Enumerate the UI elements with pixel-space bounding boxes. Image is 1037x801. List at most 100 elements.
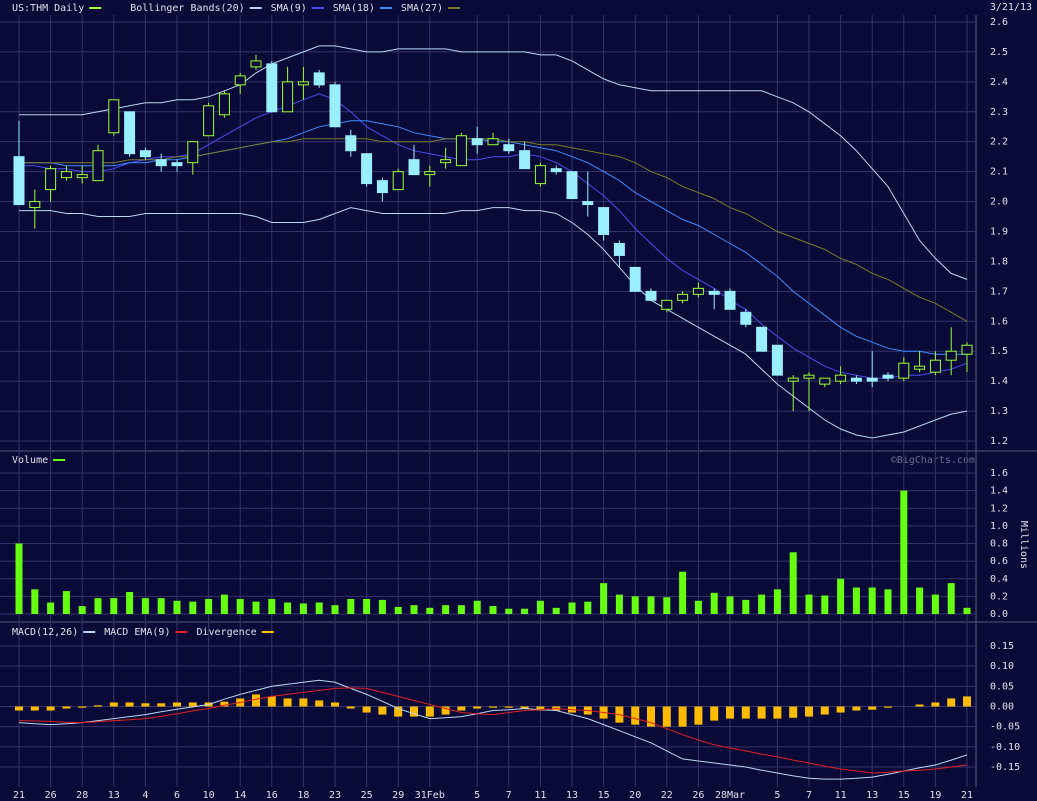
candle-body bbox=[819, 377, 831, 385]
x-tick-label: 29 bbox=[392, 790, 404, 801]
divergence-bar bbox=[520, 706, 529, 709]
divergence-bar bbox=[394, 706, 403, 717]
volume-bar bbox=[568, 602, 576, 614]
x-tick-label: 7 bbox=[506, 790, 512, 801]
volume-bar bbox=[15, 543, 23, 614]
candle-body bbox=[645, 290, 657, 301]
divergence-bar bbox=[820, 706, 829, 715]
candle-body bbox=[282, 81, 294, 113]
divergence-bar bbox=[789, 706, 798, 718]
divergence-bar bbox=[662, 706, 671, 727]
x-tick-label: 5 bbox=[474, 790, 480, 801]
x-tick-label: 23 bbox=[329, 790, 341, 801]
divergence-bar bbox=[188, 702, 197, 707]
date-label: 3/21/13 bbox=[990, 2, 1032, 13]
candle-body bbox=[835, 374, 847, 382]
divergence-bar bbox=[773, 706, 782, 719]
divergence-bar bbox=[141, 703, 150, 707]
volume-bar bbox=[315, 602, 323, 614]
y-tick-label: 1.2 bbox=[990, 503, 1008, 514]
volume-bar bbox=[963, 607, 971, 614]
divergence-bar bbox=[173, 702, 181, 707]
y-tick-label: 1.4 bbox=[990, 486, 1008, 497]
candle-body bbox=[471, 138, 483, 146]
candle-body bbox=[519, 150, 531, 170]
x-tick-label: 11 bbox=[835, 790, 847, 801]
candle-body bbox=[455, 135, 467, 167]
x-tick-label: 10 bbox=[203, 790, 215, 801]
volume-bar bbox=[268, 599, 276, 614]
candle-body bbox=[487, 138, 499, 146]
candle-body bbox=[787, 377, 799, 382]
x-tick-label: 13 bbox=[108, 790, 120, 801]
volume-bar bbox=[679, 571, 687, 614]
y-tick-label: 0.8 bbox=[990, 539, 1008, 550]
candle-body bbox=[250, 60, 262, 68]
volume-bar bbox=[189, 601, 197, 614]
divergence-bar bbox=[741, 706, 750, 719]
x-tick-label: 13 bbox=[566, 790, 578, 801]
volume-bar bbox=[442, 605, 450, 614]
volume-bar bbox=[505, 608, 513, 614]
volume-bar bbox=[552, 607, 560, 614]
legend-label: SMA(18) bbox=[333, 3, 375, 14]
volume-bar bbox=[615, 594, 623, 614]
candle-body bbox=[582, 201, 594, 206]
volume-bar bbox=[141, 598, 149, 614]
divergence-bar bbox=[410, 706, 418, 717]
candle-body bbox=[692, 287, 704, 295]
volume-bar bbox=[773, 589, 781, 614]
x-tick-label: 21 bbox=[13, 790, 25, 801]
divergence-bar bbox=[631, 706, 640, 725]
x-tick-label: 22 bbox=[661, 790, 673, 801]
divergence-bar bbox=[915, 704, 924, 707]
candle-body bbox=[661, 299, 673, 310]
candle-body bbox=[550, 168, 562, 173]
volume-bar bbox=[631, 596, 639, 614]
volume-bar bbox=[758, 594, 766, 614]
volume-bar bbox=[710, 592, 718, 614]
x-tick-label: 13 bbox=[866, 790, 878, 801]
volume-bar bbox=[742, 599, 750, 614]
legend-label: SMA(9) bbox=[271, 3, 307, 14]
divergence-bar bbox=[757, 706, 766, 719]
legend-label: US:THM Daily bbox=[12, 3, 84, 14]
x-tick-label: 21 bbox=[961, 790, 973, 801]
volume-bar bbox=[47, 602, 55, 614]
volume-bar bbox=[473, 600, 481, 614]
volume-bar bbox=[426, 607, 434, 614]
x-tick-label: 28Mar bbox=[715, 790, 745, 801]
divergence-bar bbox=[299, 698, 308, 707]
x-tick-label: 26 bbox=[45, 790, 57, 801]
candle-body bbox=[882, 374, 894, 379]
volume-bar bbox=[236, 599, 244, 614]
divergence-bar bbox=[267, 696, 276, 707]
volume-bar bbox=[789, 552, 797, 614]
candle-body bbox=[124, 111, 136, 155]
divergence-bar bbox=[157, 703, 166, 707]
volume-bar bbox=[157, 598, 165, 614]
candle-body bbox=[566, 171, 578, 200]
y-tick-label: 2.0 bbox=[990, 197, 1008, 208]
candle-body bbox=[297, 81, 309, 86]
candle-body bbox=[155, 159, 167, 167]
y-tick-label: 1.9 bbox=[990, 227, 1008, 238]
divergence-bar bbox=[46, 706, 55, 711]
candle-body bbox=[108, 99, 120, 134]
volume-bar bbox=[62, 591, 70, 614]
volume-bar bbox=[410, 605, 418, 614]
volume-bar bbox=[252, 601, 260, 614]
candle-body bbox=[534, 165, 546, 185]
candle-body bbox=[677, 293, 689, 301]
y-tick-label: -0.10 bbox=[990, 742, 1020, 753]
x-tick-label: 20 bbox=[629, 790, 641, 801]
volume-bar bbox=[299, 603, 307, 614]
candle-body bbox=[408, 159, 420, 176]
candle-body bbox=[866, 377, 878, 382]
volume-bar bbox=[205, 599, 213, 614]
candle-body bbox=[961, 344, 973, 355]
divergence-bar bbox=[362, 706, 371, 713]
divergence-bar bbox=[425, 706, 434, 717]
divergence-bar bbox=[868, 706, 877, 710]
divergence-bar bbox=[441, 706, 450, 715]
